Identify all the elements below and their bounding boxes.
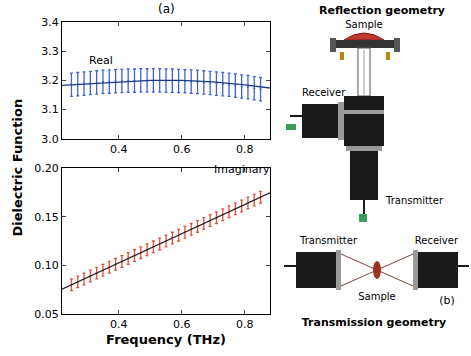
svg-text:0.05: 0.05	[34, 308, 59, 321]
svg-text:0.4: 0.4	[110, 318, 128, 331]
svg-text:(a): (a)	[158, 2, 175, 16]
svg-text:0.8: 0.8	[236, 143, 254, 156]
svg-text:0.6: 0.6	[173, 143, 191, 156]
svg-text:0.15: 0.15	[34, 211, 59, 224]
svg-text:Transmission geometry: Transmission geometry	[302, 316, 447, 329]
svg-text:Reflection geometry: Reflection geometry	[319, 4, 445, 17]
svg-text:Frequency (THz): Frequency (THz)	[106, 332, 226, 347]
svg-text:0.20: 0.20	[34, 162, 59, 175]
svg-text:(b): (b)	[439, 294, 455, 307]
svg-text:Transmitter: Transmitter	[385, 195, 444, 206]
svg-text:0.6: 0.6	[173, 318, 191, 331]
svg-text:Dielectric Function: Dielectric Function	[10, 99, 25, 237]
svg-text:0.10: 0.10	[34, 259, 59, 272]
svg-text:Real: Real	[89, 54, 113, 67]
svg-text:3.0: 3.0	[41, 133, 59, 146]
svg-text:Sample: Sample	[345, 19, 383, 30]
svg-text:3.3: 3.3	[41, 45, 59, 58]
svg-text:0.8: 0.8	[236, 318, 254, 331]
svg-text:Imaginary: Imaginary	[214, 163, 270, 176]
svg-text:3.2: 3.2	[41, 74, 59, 87]
svg-text:Receiver: Receiver	[415, 235, 459, 246]
svg-text:3.4: 3.4	[41, 16, 59, 29]
svg-text:Transmitter: Transmitter	[299, 235, 358, 246]
svg-text:3.1: 3.1	[41, 103, 59, 116]
svg-text:Receiver: Receiver	[302, 87, 346, 98]
svg-text:Sample: Sample	[358, 291, 396, 302]
svg-text:0.4: 0.4	[110, 143, 128, 156]
